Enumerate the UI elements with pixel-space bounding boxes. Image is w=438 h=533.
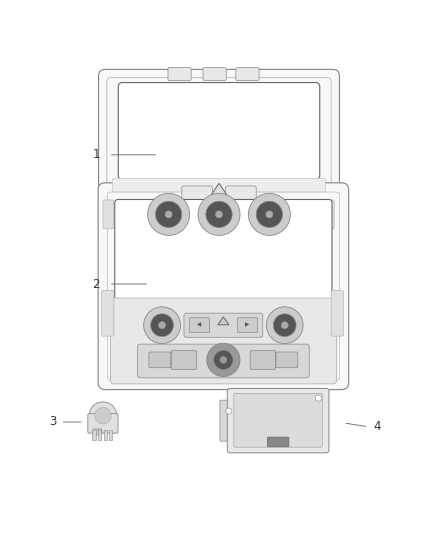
FancyBboxPatch shape (324, 200, 334, 229)
FancyBboxPatch shape (267, 437, 289, 447)
FancyBboxPatch shape (113, 178, 325, 192)
Circle shape (273, 314, 296, 336)
FancyBboxPatch shape (118, 83, 320, 180)
Text: 1: 1 (92, 148, 100, 161)
Polygon shape (211, 183, 227, 195)
Circle shape (266, 211, 273, 218)
Circle shape (281, 322, 288, 329)
FancyBboxPatch shape (203, 68, 226, 80)
FancyBboxPatch shape (138, 344, 309, 378)
Circle shape (226, 408, 232, 414)
FancyBboxPatch shape (236, 68, 259, 80)
Polygon shape (218, 317, 229, 325)
Circle shape (95, 407, 111, 424)
Bar (109, 430, 113, 440)
Text: 2: 2 (92, 278, 100, 290)
FancyBboxPatch shape (331, 290, 343, 336)
FancyBboxPatch shape (149, 352, 171, 368)
Circle shape (207, 343, 240, 376)
FancyBboxPatch shape (182, 186, 212, 200)
Circle shape (198, 193, 240, 236)
Circle shape (89, 402, 117, 430)
FancyBboxPatch shape (226, 186, 256, 200)
Text: ▶: ▶ (245, 322, 250, 328)
Circle shape (214, 350, 233, 369)
Circle shape (148, 193, 190, 236)
FancyBboxPatch shape (99, 69, 339, 240)
Circle shape (159, 322, 166, 329)
FancyBboxPatch shape (115, 199, 332, 303)
Circle shape (266, 307, 303, 344)
FancyBboxPatch shape (237, 318, 258, 333)
Text: ◀: ◀ (197, 322, 201, 328)
Circle shape (151, 314, 173, 336)
FancyBboxPatch shape (88, 414, 118, 433)
FancyBboxPatch shape (250, 350, 276, 369)
Circle shape (315, 395, 321, 401)
Circle shape (206, 201, 232, 228)
Bar (92, 430, 95, 440)
FancyBboxPatch shape (189, 318, 209, 333)
Text: 4: 4 (373, 420, 381, 433)
Circle shape (144, 307, 180, 344)
FancyBboxPatch shape (234, 393, 322, 447)
Circle shape (165, 211, 172, 218)
FancyBboxPatch shape (184, 313, 263, 337)
FancyBboxPatch shape (220, 400, 233, 441)
Text: 3: 3 (49, 416, 56, 429)
Circle shape (215, 211, 223, 218)
FancyBboxPatch shape (103, 200, 113, 229)
FancyBboxPatch shape (110, 194, 328, 235)
Bar (98, 430, 101, 440)
Circle shape (256, 201, 283, 228)
FancyBboxPatch shape (171, 350, 197, 369)
FancyBboxPatch shape (107, 192, 339, 381)
Bar (103, 430, 107, 440)
FancyBboxPatch shape (93, 429, 102, 435)
Circle shape (220, 357, 227, 364)
FancyBboxPatch shape (110, 298, 336, 384)
FancyBboxPatch shape (102, 290, 114, 336)
FancyBboxPatch shape (168, 68, 191, 80)
FancyBboxPatch shape (98, 183, 349, 390)
FancyBboxPatch shape (227, 389, 329, 453)
FancyBboxPatch shape (107, 78, 331, 232)
FancyBboxPatch shape (276, 352, 298, 368)
Circle shape (155, 201, 182, 228)
Circle shape (248, 193, 290, 236)
